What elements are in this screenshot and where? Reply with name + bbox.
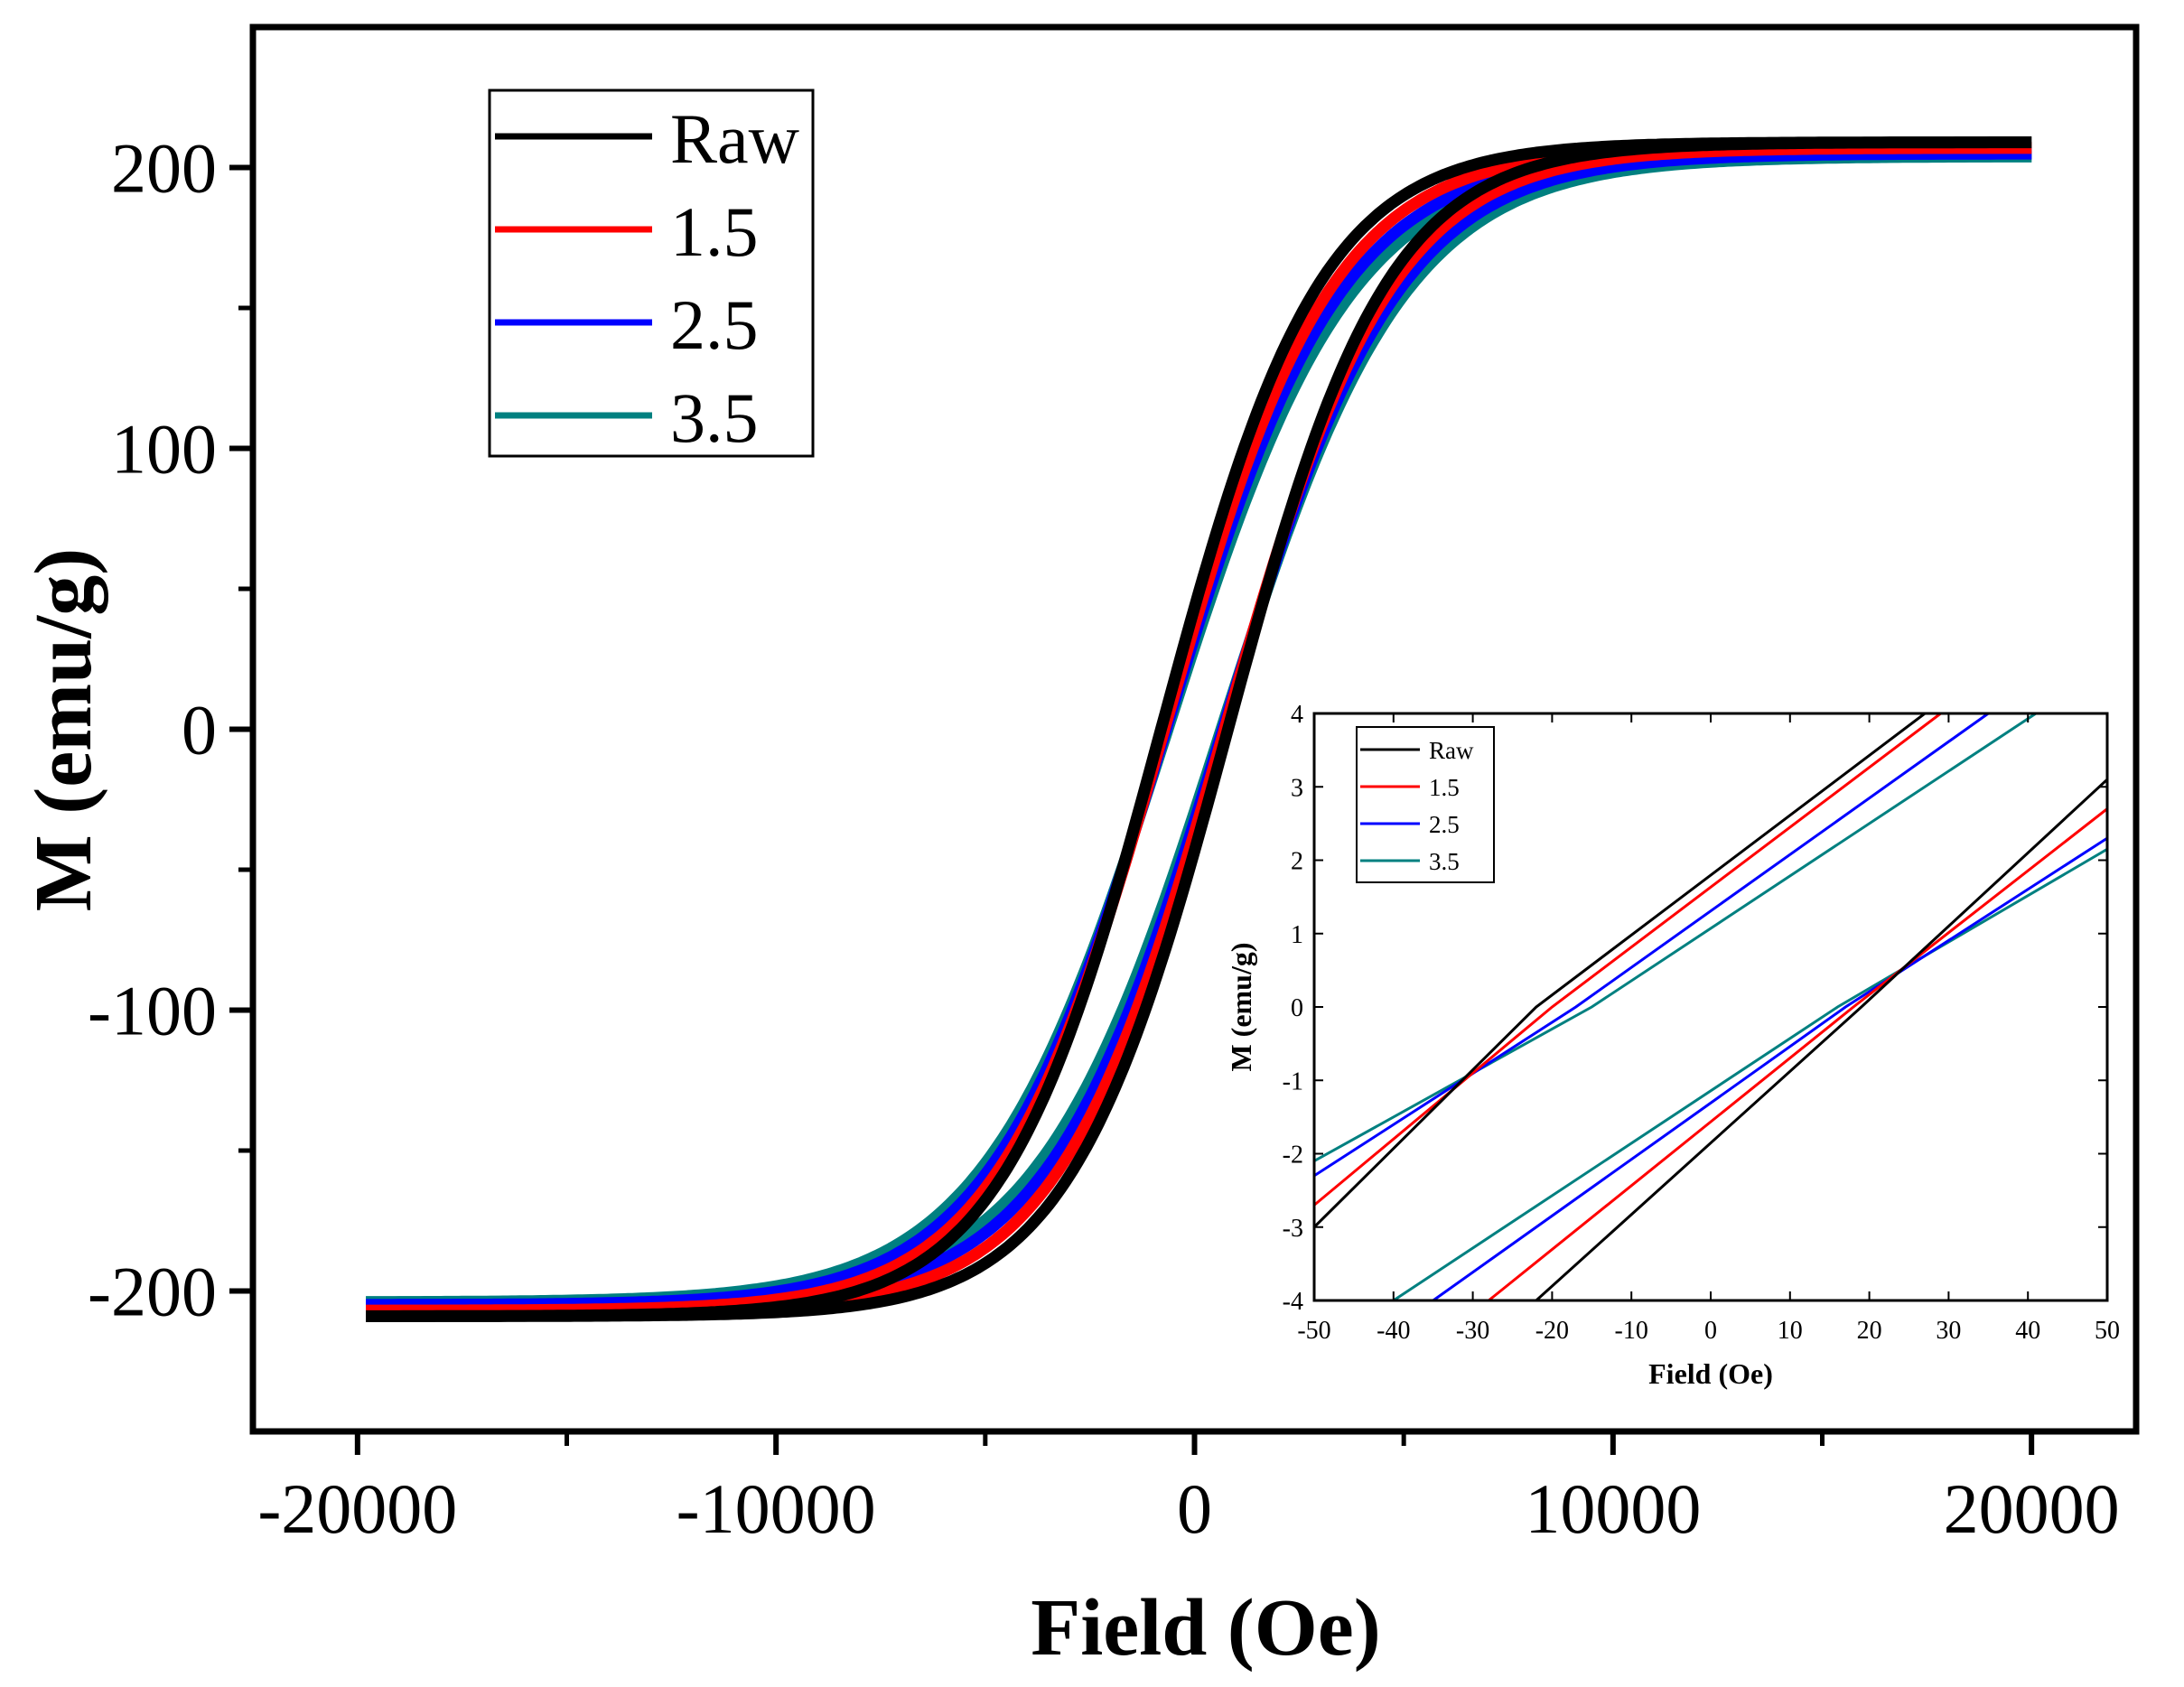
inset-legend: Raw 1.5 2.5 3.5	[1356, 726, 1495, 883]
main-legend-label-raw: Raw	[670, 99, 799, 178]
main-legend-label-2-5: 2.5	[670, 285, 759, 364]
inset-legend-label-1-5: 1.5	[1429, 774, 1460, 801]
inset-series-line-1-5-lower-branch	[1488, 807, 2107, 1300]
main-x-tick-label: -20000	[257, 1469, 457, 1548]
inset-x-tick-label: 0	[1704, 1317, 1717, 1345]
inset-series-line-3-5-upper-branch	[1314, 713, 2037, 1162]
main-series-group	[364, 136, 2034, 1322]
main-legend-label-3-5: 3.5	[670, 378, 759, 457]
inset-x-tick-label: 20	[1857, 1317, 1882, 1345]
inset-y-tick-label: 0	[1291, 994, 1303, 1022]
main-y-tick-label: 100	[111, 410, 217, 489]
inset-y-tick-label: -2	[1283, 1142, 1303, 1170]
main-y-tick-label: 200	[111, 129, 217, 208]
main-legend-box	[488, 89, 815, 458]
inset-x-tick-label: -40	[1377, 1317, 1410, 1345]
inset-y-tick-label: -4	[1283, 1288, 1303, 1316]
main-y-axis-label: M (emu/g)	[19, 548, 108, 911]
inset-series-line-raw-lower-branch	[1535, 778, 2107, 1300]
inset-x-tick-label: 30	[1936, 1317, 1961, 1345]
main-x-tick-label: 20000	[1944, 1469, 2120, 1548]
main-legend-label-1-5: 1.5	[670, 192, 759, 271]
inset-x-tick-label: 10	[1778, 1317, 1803, 1345]
main-x-tick-label: -10000	[677, 1469, 876, 1548]
main-y-tick-label: -200	[88, 1253, 217, 1331]
inset-y-tick-label: -1	[1283, 1067, 1303, 1095]
inset-series-line-raw-upper-branch	[1314, 713, 1927, 1228]
main-x-tick-label: 10000	[1525, 1469, 1701, 1548]
inset-y-tick-label: 3	[1291, 774, 1303, 802]
inset-x-axis-label: Field (Oe)	[1648, 1357, 1773, 1390]
inset-series-line-3-5-lower-branch	[1392, 848, 2107, 1300]
inset-y-tick-label: 1	[1291, 921, 1303, 949]
inset-x-tick-label: -20	[1535, 1317, 1569, 1345]
inset-series-group	[1314, 713, 2107, 1300]
inset-x-tick-label: -10	[1615, 1317, 1648, 1345]
inset-legend-label-3-5: 3.5	[1429, 848, 1460, 875]
main-x-axis-label: Field (Oe)	[1031, 1583, 1380, 1673]
inset-y-tick-label: -3	[1283, 1215, 1303, 1243]
inset-x-tick-label: 40	[2015, 1317, 2040, 1345]
main-x-tick-label: 0	[1177, 1469, 1212, 1548]
inset-y-tick-label: 2	[1291, 848, 1303, 876]
main-series-line-raw	[364, 136, 2034, 1322]
inset-series-line-1-5-upper-branch	[1314, 713, 1942, 1207]
inset-series-line-2-5-upper-branch	[1314, 713, 1990, 1178]
main-y-tick-label: 0	[182, 691, 217, 769]
inset-x-tick-label: 50	[2095, 1317, 2120, 1345]
inset-legend-box	[1356, 726, 1495, 883]
inset-series-line-2-5-lower-branch	[1432, 836, 2107, 1300]
inset-x-tick-label: -50	[1297, 1317, 1330, 1345]
inset-y-tick-label: 4	[1291, 701, 1303, 729]
inset-y-axis-label: M (emu/g)	[1225, 942, 1257, 1071]
main-legend: Raw 1.5 2.5 3.5	[488, 89, 815, 458]
inset-plot: -50 -40 -30 -20 -10 0 10 20 30 40 50-4-3-2-101234 …	[1225, 701, 2120, 1390]
inset-legend-label-2-5: 2.5	[1429, 811, 1460, 838]
inset-legend-label-raw: Raw	[1429, 737, 1474, 764]
inset-x-tick-label: -30	[1456, 1317, 1489, 1345]
main-y-tick-label: -100	[88, 972, 217, 1050]
